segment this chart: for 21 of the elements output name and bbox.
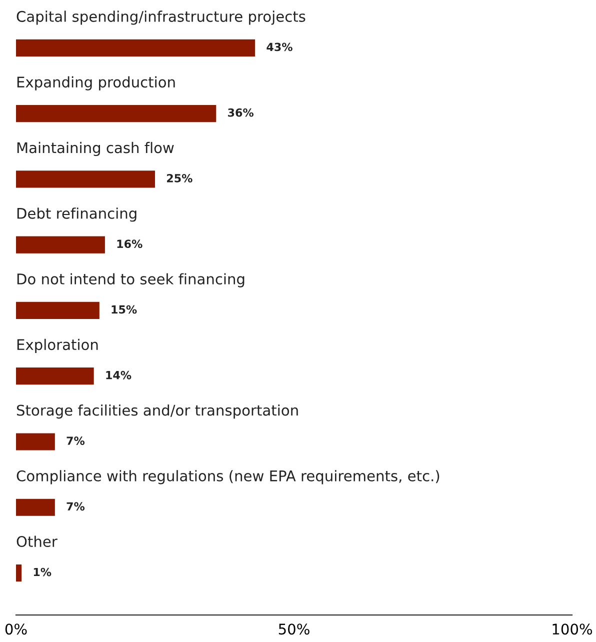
y-tick-label: Other [16, 536, 58, 548]
data-label: 16% [117, 240, 142, 248]
data-label: 25% [166, 174, 192, 182]
y-tick-label: Capital spending/infrastructure projects [16, 10, 306, 25]
data-label: 36% [228, 108, 254, 117]
y-tick-label: Storage facilities and/or transportation [16, 404, 298, 419]
y-tick-label: Compliance with regulations (new EPA requirements, etc.) [16, 470, 440, 484]
data-label: 43% [266, 42, 292, 52]
data-label: 1% [34, 568, 52, 576]
x-tick-label: 100% [552, 624, 592, 635]
x-tick-label: 50% [278, 624, 310, 635]
y-tick-label: Do not intend to seek financing [17, 273, 244, 288]
data-label: 7% [66, 436, 85, 445]
y-tick-label: Exploration [17, 338, 98, 353]
y-tick-label: Debt refinancing [17, 208, 136, 222]
data-label: 14% [106, 370, 132, 380]
data-label: 15% [112, 305, 137, 314]
x-tick-label: 0% [5, 624, 27, 635]
y-tick-label: Expanding production [17, 76, 175, 90]
y-tick-label: Maintaining cash flow [17, 142, 174, 156]
data-label: 7% [66, 502, 85, 511]
